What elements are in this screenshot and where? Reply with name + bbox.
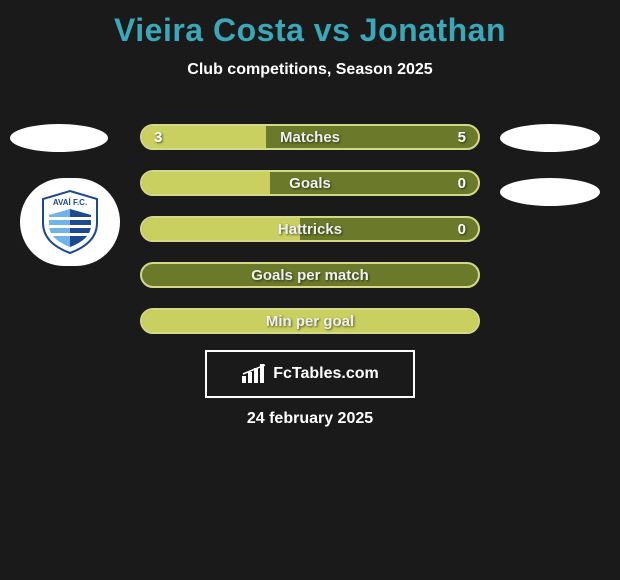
subtitle: Club competitions, Season 2025: [0, 61, 620, 79]
bar-label: Goals per match: [251, 267, 369, 284]
player-left-oval: [10, 124, 108, 152]
bar-label: Goals: [289, 175, 331, 192]
date-text: 24 february 2025: [0, 410, 620, 428]
brand-box: FcTables.com: [205, 350, 415, 398]
bar-row-goals: Goals 0: [140, 170, 480, 196]
brand-text: FcTables.com: [273, 365, 379, 383]
avai-badge-icon: AVAÍ F.C.: [35, 187, 105, 257]
bar-row-matches: 3 Matches 5: [140, 124, 480, 150]
bar-label: Matches: [280, 129, 340, 146]
bar-row-goals-per-match: Goals per match: [140, 262, 480, 288]
player-right-oval-1: [500, 124, 600, 152]
bar-label: Hattricks: [278, 221, 342, 238]
bar-row-min-per-goal: Min per goal: [140, 308, 480, 334]
comparison-bars: 3 Matches 5 Goals 0 Hattricks 0 Goals pe…: [140, 124, 480, 354]
bar-row-hattricks: Hattricks 0: [140, 216, 480, 242]
badge-text: AVAÍ F.C.: [53, 198, 87, 207]
bar-left-val: 3: [154, 129, 162, 146]
club-badge-left: AVAÍ F.C.: [20, 178, 120, 266]
player-right-oval-2: [500, 178, 600, 206]
bar-fill: [142, 218, 300, 240]
bar-label: Min per goal: [266, 313, 354, 330]
chart-icon: [241, 364, 267, 384]
bar-right-val: 0: [458, 221, 466, 238]
bar-right-val: 5: [458, 129, 466, 146]
bar-right-val: 0: [458, 175, 466, 192]
bar-fill: [142, 172, 270, 194]
page-title: Vieira Costa vs Jonathan: [0, 0, 620, 49]
